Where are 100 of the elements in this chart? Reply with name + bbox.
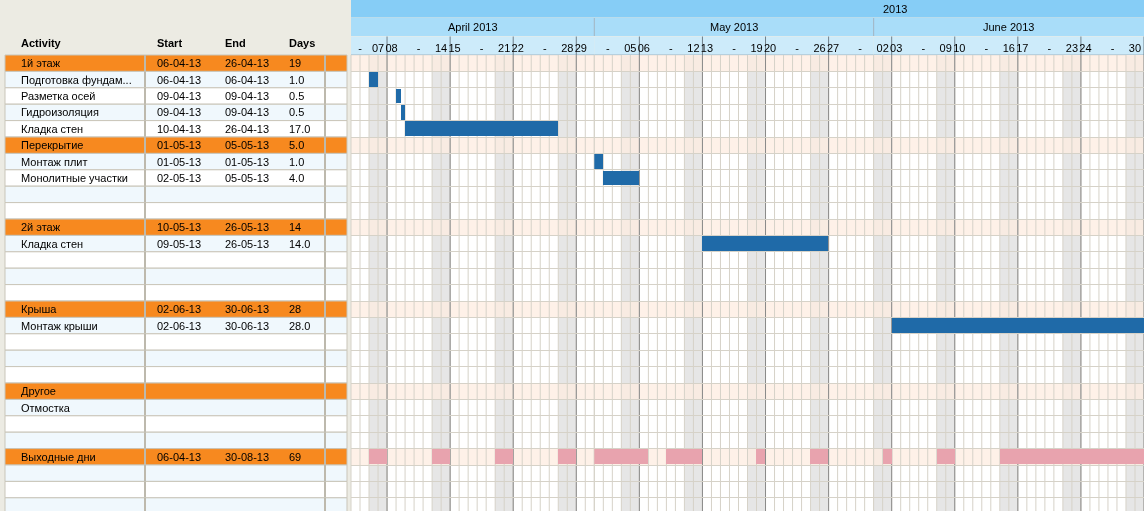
category-label: Гидроизоляция xyxy=(21,106,99,118)
x-tick-label: - xyxy=(669,41,674,54)
text: 09-04-13 xyxy=(157,90,202,102)
text: 0.5 xyxy=(289,90,305,102)
category-label: Другое xyxy=(21,385,56,397)
text: 10-04-13 xyxy=(157,123,202,135)
category-label: Разметка осей xyxy=(21,90,96,102)
text: 10-05-13 xyxy=(157,221,202,233)
x-tick-label: 24 xyxy=(1079,41,1092,54)
text: 02-06-13 xyxy=(157,303,202,315)
x-tick-label: 28 xyxy=(561,41,574,54)
category-label: Кладка стен xyxy=(21,123,84,135)
x-tick-label: - xyxy=(921,41,926,54)
x-tick-label: 08 xyxy=(385,41,398,54)
x-tick-label: 26 xyxy=(813,41,826,54)
x-tick-label: 03 xyxy=(890,41,903,54)
text: 19 xyxy=(289,57,302,69)
x-tick-label: 02 xyxy=(876,41,889,54)
x-tick-label: - xyxy=(858,41,863,54)
x-tick-label: 30 xyxy=(1128,41,1142,54)
category-label: Выходные дни xyxy=(21,451,96,463)
x-tick-label: 19 xyxy=(750,41,763,54)
category-label: Кладка стен xyxy=(21,238,84,250)
category-label: End xyxy=(225,37,246,49)
text: 28.0 xyxy=(289,320,311,332)
x-tick-label: 05 xyxy=(624,41,637,54)
text: 0.5 xyxy=(289,106,305,118)
text: 06-04-13 xyxy=(157,74,202,86)
text: 09-04-13 xyxy=(157,106,202,118)
text: 26-04-13 xyxy=(225,123,270,135)
bar xyxy=(432,449,450,464)
x-tick-label: 10 xyxy=(953,41,966,54)
text: 01-05-13 xyxy=(157,139,202,151)
x-tick-label: 12 xyxy=(687,41,700,54)
category-label: Монолитные участки xyxy=(21,172,128,184)
text: 14 xyxy=(289,221,302,233)
bar xyxy=(396,89,401,103)
x-tick-label: 20 xyxy=(763,41,777,54)
x-tick-label: - xyxy=(542,41,547,54)
bar xyxy=(810,449,829,464)
text: 06-04-13 xyxy=(225,74,270,86)
x-tick-label: 22 xyxy=(511,41,524,54)
x-tick-label: 14 xyxy=(434,41,448,54)
x-tick-label: - xyxy=(416,41,421,54)
text: 09-04-13 xyxy=(225,90,270,102)
x-tick-label: 06 xyxy=(637,41,650,54)
bar xyxy=(369,449,387,464)
x-tick-label: - xyxy=(605,41,610,54)
x-tick-label: - xyxy=(795,41,800,54)
text: 06-04-13 xyxy=(157,57,202,69)
text: 30-06-13 xyxy=(225,320,270,332)
chart-title: April 2013 xyxy=(448,21,498,33)
text: 02-06-13 xyxy=(157,320,202,332)
text: 5.0 xyxy=(289,139,305,151)
bar xyxy=(594,449,649,464)
text: 01-05-13 xyxy=(157,156,202,168)
category-label: Start xyxy=(157,37,183,49)
category-label: 2й этаж xyxy=(21,221,61,233)
text: 09-05-13 xyxy=(157,238,202,250)
text: 26-04-13 xyxy=(225,57,270,69)
x-tick-label: 27 xyxy=(826,41,840,54)
bar xyxy=(666,449,703,464)
x-tick-label: 23 xyxy=(1065,41,1079,54)
bar xyxy=(756,449,766,464)
chart-title: May 2013 xyxy=(710,21,759,33)
text: 30-06-13 xyxy=(225,303,270,315)
text: 26-05-13 xyxy=(225,221,270,233)
text: 28 xyxy=(289,303,302,315)
x-tick-label: - xyxy=(479,41,484,54)
category-label: Отмостка xyxy=(21,402,70,414)
text: 09-04-13 xyxy=(225,106,270,118)
category-label: 1й этаж xyxy=(21,57,61,69)
text: Activity xyxy=(21,37,62,49)
text: 05-05-13 xyxy=(225,172,270,184)
x-tick-label: 13 xyxy=(700,41,714,54)
text: 02-05-13 xyxy=(157,172,202,184)
text: 14.0 xyxy=(289,238,311,250)
text: 06-04-13 xyxy=(157,451,202,463)
bar xyxy=(558,449,576,464)
category-label: Подготовка фундам... xyxy=(21,74,132,86)
bar xyxy=(369,72,378,87)
x-tick-label: 21 xyxy=(498,41,511,54)
category-label: Монтаж крыши xyxy=(21,320,98,332)
text: 69 xyxy=(289,451,302,463)
x-tick-label: 07 xyxy=(371,41,385,54)
x-tick-label: 16 xyxy=(1002,41,1015,54)
x-tick-label: - xyxy=(732,41,737,54)
category-label: Крыша xyxy=(21,303,57,315)
chart-title: June 2013 xyxy=(983,21,1035,33)
bar xyxy=(401,105,405,120)
x-tick-label: 29 xyxy=(574,41,587,54)
category-label: Монтаж плит xyxy=(21,156,88,168)
text: 4.0 xyxy=(289,172,305,184)
category-label: Перекрытие xyxy=(21,139,84,151)
bar xyxy=(603,171,640,185)
category-label: Days xyxy=(289,37,316,49)
text: 2013 xyxy=(883,3,908,15)
text: 1.0 xyxy=(289,156,305,168)
text: 1.0 xyxy=(289,74,305,86)
x-tick-label: - xyxy=(984,41,989,54)
